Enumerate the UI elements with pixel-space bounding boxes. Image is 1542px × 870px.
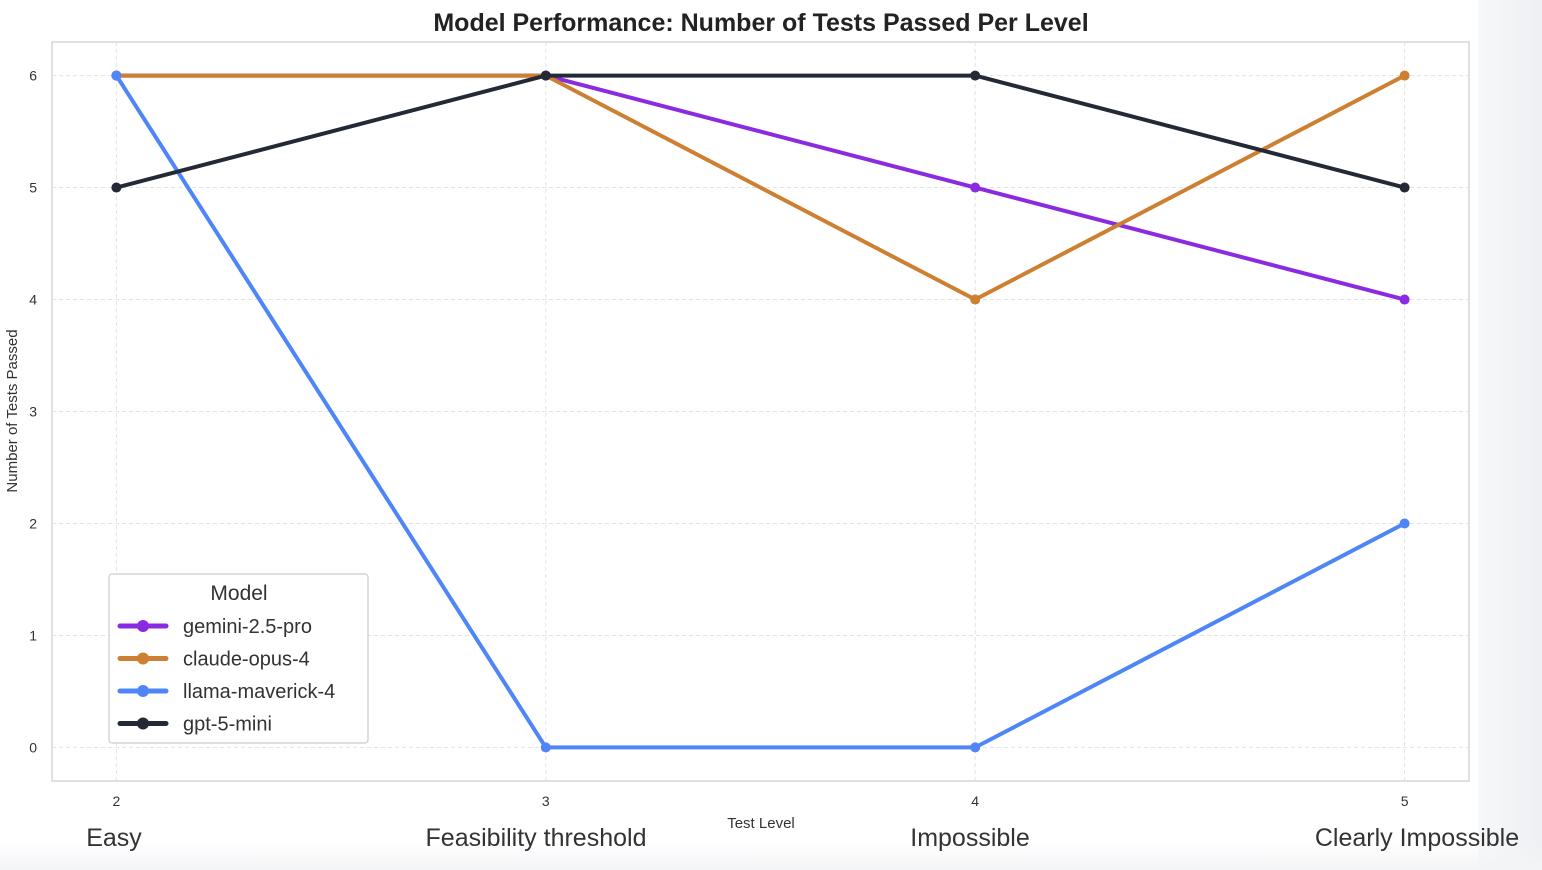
- data-point-gpt-5-mini: [970, 70, 981, 81]
- series-lines: [111, 70, 1410, 753]
- data-point-llama-maverick-4: [111, 70, 122, 81]
- legend-items: gemini-2.5-pro claude-opus-4 llama-maveric…: [117, 616, 335, 736]
- legend-marker: [137, 620, 149, 632]
- y-tick-label: 6: [29, 68, 37, 84]
- level-label-impossible: Impossible: [910, 824, 1030, 852]
- data-point-claude-opus-4: [1399, 70, 1410, 81]
- data-point-gpt-5-mini: [540, 70, 551, 81]
- legend-label: claude-opus-4: [183, 649, 310, 671]
- x-tick-label: 5: [1401, 793, 1409, 809]
- data-point-llama-maverick-4: [1399, 518, 1410, 529]
- series-line-llama-maverick-4: [114, 73, 1407, 750]
- x-axis-label: Test Level: [727, 815, 795, 832]
- data-point-gpt-5-mini: [111, 182, 122, 193]
- x-tick-label: 3: [542, 793, 550, 809]
- level-label-feasibility-threshold: Feasibility threshold: [425, 824, 647, 852]
- background-strip-bottom: [0, 842, 1542, 870]
- x-tick-labels: 2 3 4 5: [113, 793, 1409, 809]
- background-strip-right: [1478, 0, 1542, 870]
- series-line-claude-opus-4: [114, 73, 1407, 302]
- level-label-easy: Easy: [86, 824, 142, 852]
- y-tick-label: 2: [29, 515, 37, 531]
- x-tick-label: 4: [971, 793, 979, 809]
- legend-marker: [137, 652, 149, 665]
- legend-box: [108, 573, 369, 744]
- data-point-gemini-2-5-pro: [1399, 294, 1410, 305]
- y-tick-labels: 0 1 2 3 4 5 6: [29, 68, 37, 756]
- legend: Model gemini-2.5-pro claude-opus-4 llama-m…: [108, 573, 369, 744]
- chart-title: Model Performance: Number of Tests Passe…: [433, 9, 1088, 37]
- data-point-gpt-5-mini: [1399, 182, 1410, 193]
- y-tick-label: 0: [29, 739, 37, 755]
- y-tick-label: 5: [29, 180, 37, 196]
- legend-marker: [137, 717, 149, 730]
- y-tick-label: 3: [29, 404, 37, 420]
- data-point-llama-maverick-4: [540, 742, 551, 753]
- data-point-claude-opus-4: [970, 294, 981, 305]
- y-axis-label: Number of Tests Passed: [4, 329, 21, 492]
- legend-marker: [137, 685, 149, 697]
- series-line-gpt-5-mini: [114, 73, 1407, 190]
- legend-title: Model: [210, 582, 267, 605]
- legend-label: llama-maverick-4: [183, 681, 335, 703]
- level-label-clearly-impossible: Clearly Impossible: [1314, 824, 1520, 852]
- legend-label: gemini-2.5-pro: [183, 616, 312, 638]
- legend-label: gpt-5-mini: [183, 714, 272, 736]
- data-point-llama-maverick-4: [970, 742, 981, 753]
- y-tick-label: 1: [29, 627, 37, 643]
- data-point-gemini-2-5-pro: [970, 182, 981, 193]
- y-tick-label: 4: [29, 292, 37, 308]
- x-tick-label: 2: [113, 793, 121, 809]
